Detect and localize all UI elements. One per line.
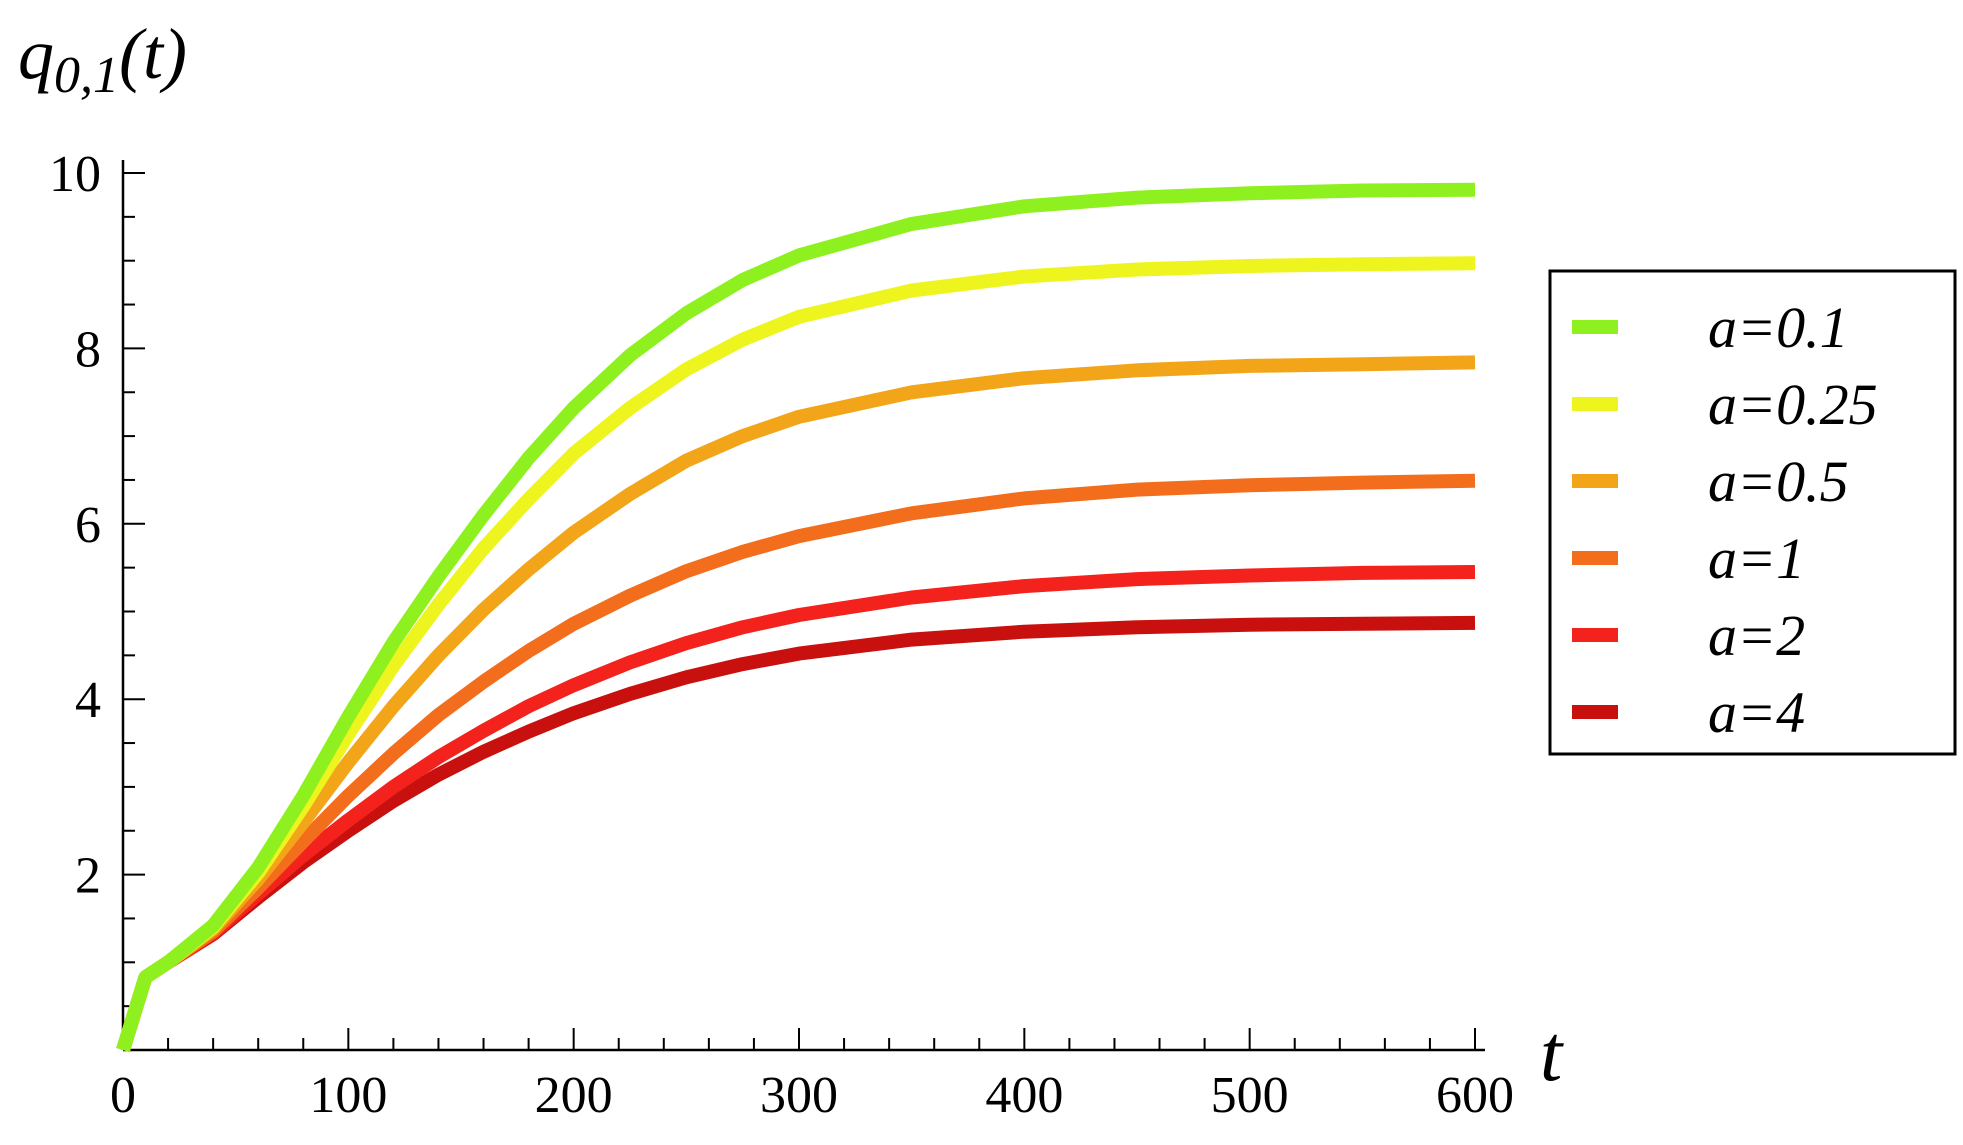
legend: a=0.1 a=0.25 a=0.5 a=1 a=2 a=4 [1548, 269, 1957, 756]
legend-label: a=0.25 [1708, 372, 1878, 437]
x-tick-label: 200 [535, 1067, 613, 1124]
axes [121, 160, 1485, 1052]
legend-box [1548, 269, 1957, 756]
y-tick-label: 2 [75, 848, 101, 905]
x-tick-label: 0 [110, 1067, 136, 1124]
y-tick-label: 4 [75, 672, 101, 729]
y-tick-label: 10 [49, 146, 101, 203]
series-line-a-0-1 [116, 182, 1476, 1053]
legend-label: a=0.5 [1708, 449, 1849, 514]
legend-label: a=1 [1708, 526, 1805, 591]
ticks: 0 100 200 300 400 500 600 2 4 6 8 10 [49, 146, 1514, 1124]
y-axis-title-subscript: 0,1 [54, 47, 119, 104]
x-tick-label: 300 [760, 1067, 838, 1124]
x-tick-label: 600 [1436, 1067, 1514, 1124]
y-axis-title-main: q [18, 14, 54, 94]
legend-label: a=0.1 [1708, 295, 1849, 360]
y-axis-title: q0,1(t) [18, 14, 187, 104]
x-axis-title: t [1540, 1010, 1564, 1098]
x-tick-label: 500 [1211, 1067, 1289, 1124]
legend-label: a=4 [1708, 680, 1805, 745]
x-tick-label: 400 [985, 1067, 1063, 1124]
x-tick-label: 100 [309, 1067, 387, 1124]
y-axis-title-tail: (t) [119, 14, 187, 94]
y-tick-label: 8 [75, 321, 101, 378]
legend-label: a=2 [1708, 603, 1805, 668]
y-tick-label: 6 [75, 497, 101, 554]
series-line-a-0-5 [116, 355, 1476, 1053]
series-group [116, 182, 1476, 1053]
